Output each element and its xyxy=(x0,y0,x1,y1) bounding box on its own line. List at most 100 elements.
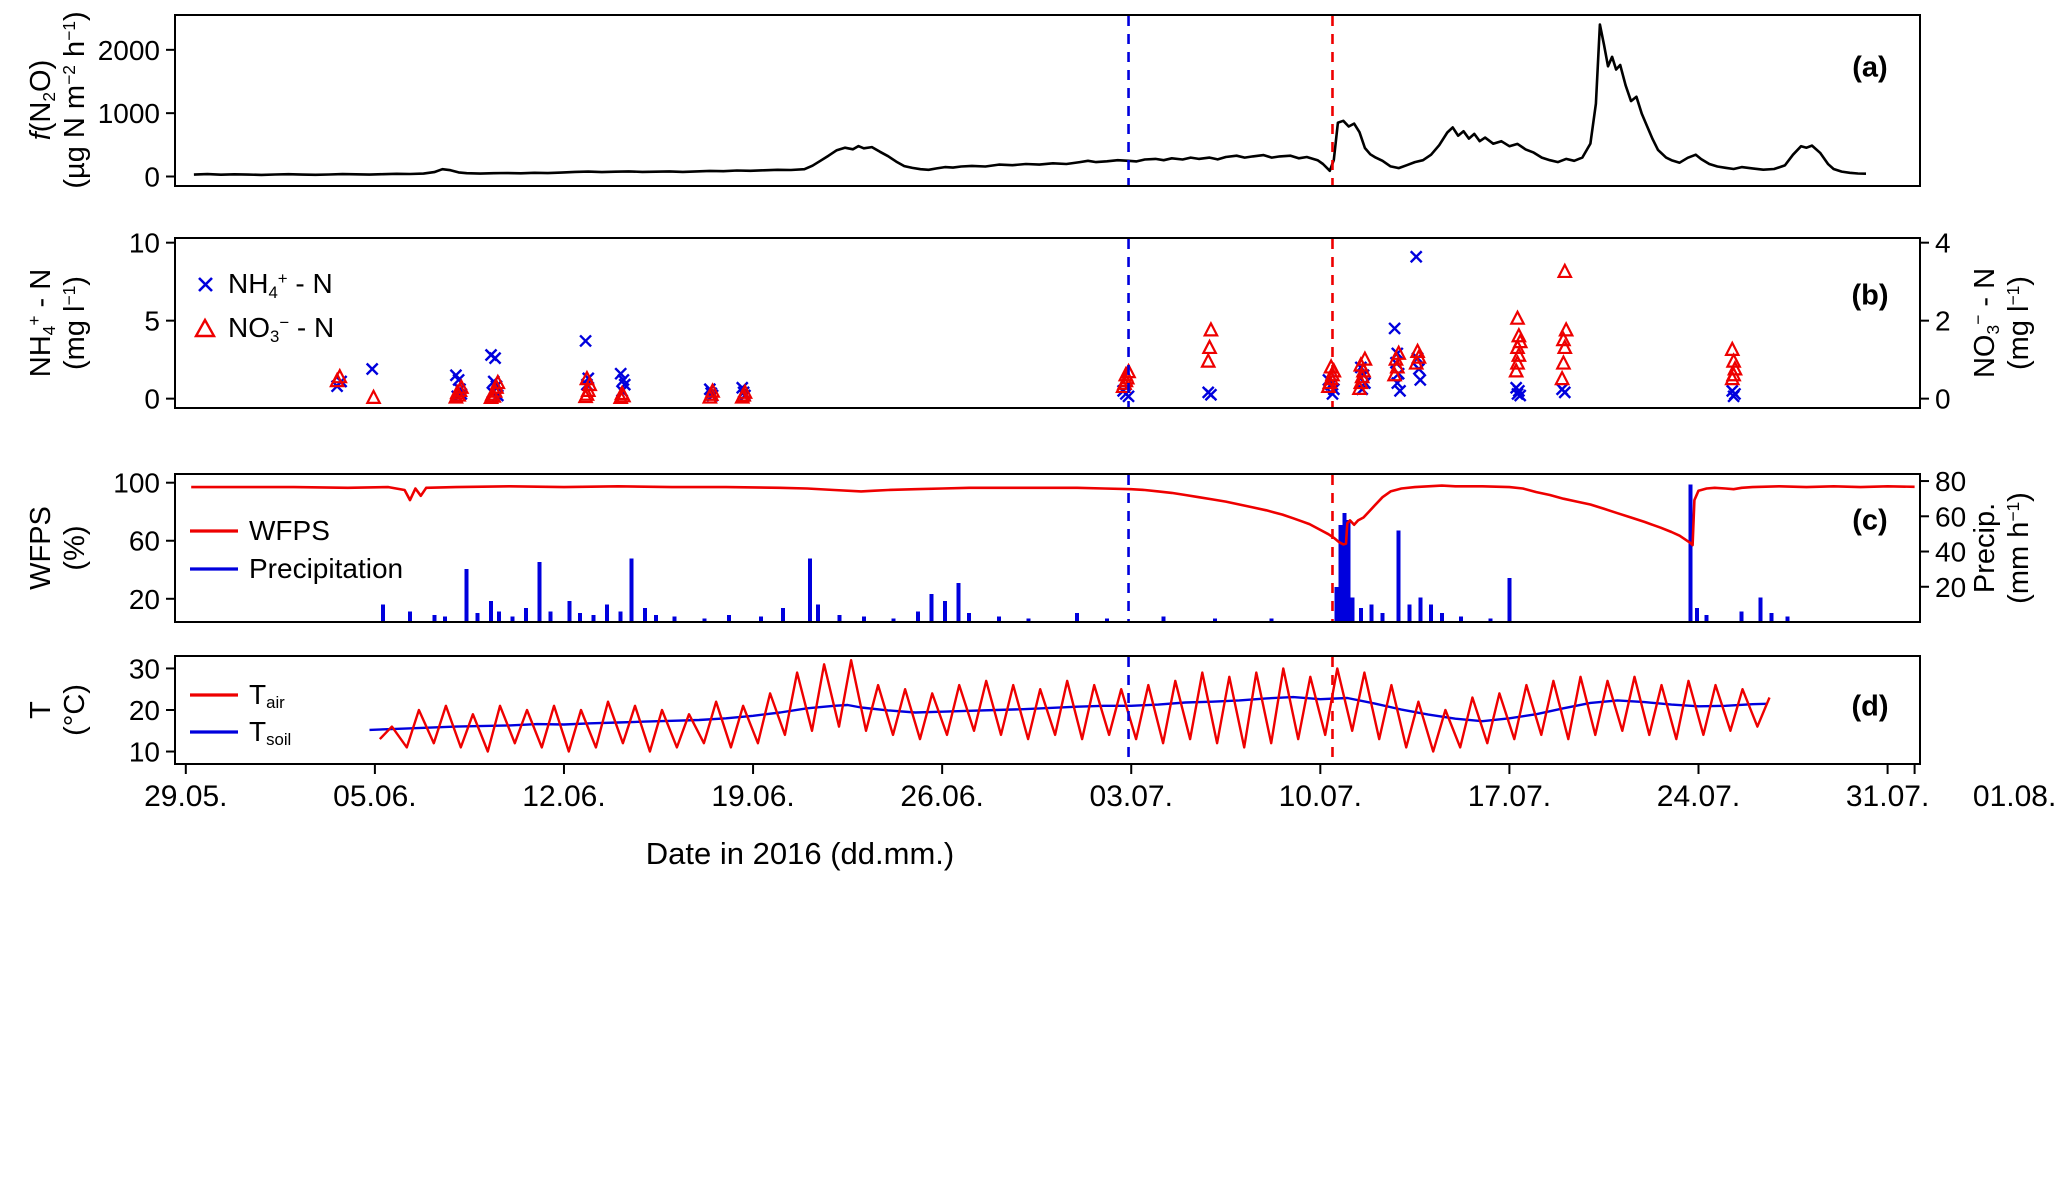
nh4-x-marker xyxy=(1393,384,1407,398)
precip-bar xyxy=(672,616,677,622)
panel-b-ytick-label-right: 4 xyxy=(1935,228,1951,259)
panel-b-ytick-label-right: 0 xyxy=(1935,384,1951,415)
no3-triangle-marker xyxy=(1726,360,1743,376)
no3-triangle-marker xyxy=(489,373,506,390)
nh4-x-marker xyxy=(1558,386,1572,399)
precip-bar xyxy=(643,607,648,622)
no3-triangle-marker xyxy=(1120,362,1137,379)
y-axis-label-n2o-line2: (µg N m−2 h−1) xyxy=(58,11,91,189)
panel-b-ytick-label-right: 2 xyxy=(1935,306,1951,337)
x-tick-label: 24.07. xyxy=(1656,780,1741,813)
no3-triangle-marker xyxy=(365,388,382,404)
no3-triangle-marker xyxy=(1201,338,1218,355)
precip-bar xyxy=(1369,604,1374,622)
x-tick-label: 12.06. xyxy=(522,780,606,813)
precip-bar xyxy=(1407,604,1412,622)
x-axis-title: Date in 2016 (dd.mm.) xyxy=(645,836,955,871)
precip-bar xyxy=(1488,618,1493,622)
no3-triangle-marker xyxy=(1724,340,1741,357)
panel-b-ytick-label-left: 10 xyxy=(129,228,160,259)
panel-c-ytick-label-right: 80 xyxy=(1935,466,1966,497)
panel-letter-a: (a) xyxy=(1852,51,1888,84)
precip-bar xyxy=(1026,618,1031,622)
precip-bar xyxy=(1104,618,1109,622)
no3-triangle-marker xyxy=(1356,350,1373,366)
x-tick-label: 10.07. xyxy=(1278,780,1363,813)
precip-bar xyxy=(497,611,502,622)
precip-legend-label: Precipitation xyxy=(249,553,404,584)
no3-triangle-marker xyxy=(1390,344,1407,360)
precip-bar xyxy=(780,607,785,622)
precip-bar xyxy=(1161,616,1166,622)
tsoil-legend-item: Tsoil xyxy=(188,713,291,750)
x-tick-label: 05.06. xyxy=(333,780,417,813)
precip-bar xyxy=(653,614,658,622)
precip-bar xyxy=(1758,597,1763,622)
precip-legend-item: Precipitation xyxy=(188,550,403,588)
y-axis-label-no3: NO3− - N (mg l−1) xyxy=(1968,268,2036,378)
panel-a-ytick-label: 1000 xyxy=(98,98,160,129)
y-axis-label-temperature: T (°C) xyxy=(24,684,92,736)
x-axis-tick-labels: 29.05. 05.06. 12.06. 19.06. 26.06. 03.07. 10.0… xyxy=(0,780,2067,820)
panel-b-ytick-label-left: 5 xyxy=(144,306,160,337)
wfps-legend-marker-icon xyxy=(190,529,238,533)
precip-bar xyxy=(489,600,494,622)
precip-bar xyxy=(432,614,437,622)
precip-bar xyxy=(1380,613,1385,622)
wfps-line xyxy=(191,484,1915,547)
precip-bar xyxy=(537,562,542,622)
n2o-flux-line xyxy=(193,23,1867,177)
precip-bar xyxy=(996,616,1001,622)
panel-a-frame xyxy=(174,14,1921,187)
precip-bar xyxy=(567,600,572,622)
no3-triangle-marker xyxy=(1554,369,1571,386)
panel-a-ytick-label: 2000 xyxy=(98,35,160,66)
no3-triangle-marker xyxy=(1509,354,1526,370)
no3-triangle-marker xyxy=(578,369,595,386)
precip-bar xyxy=(915,611,920,622)
panel-letter-d: (d) xyxy=(1851,690,1889,723)
precip-bar xyxy=(1458,616,1463,622)
tair-legend-marker-icon xyxy=(190,692,238,697)
panel-c-ytick-label-left: 100 xyxy=(113,468,160,499)
precip-bar xyxy=(464,569,469,622)
precip-bar xyxy=(1785,616,1790,622)
no3-triangle-marker xyxy=(1510,346,1527,362)
y-axis-label-wfps-line1: WFPS xyxy=(24,506,57,590)
panel-b-ytick-label-left: 0 xyxy=(144,384,160,415)
no3-triangle-marker xyxy=(1202,321,1219,337)
no3-triangle-marker xyxy=(736,383,753,399)
no3-triangle-marker xyxy=(1509,309,1526,325)
tsoil-legend-marker-icon xyxy=(190,729,238,734)
y-axis-label-no3-line1: NO3− - N xyxy=(1968,267,2003,379)
precip-bar xyxy=(726,614,731,622)
precip-bar xyxy=(1212,618,1217,622)
x-tick-label: 01.08. xyxy=(1972,780,2057,813)
nh4-x-marker xyxy=(579,334,592,348)
tair-legend-item: Tair xyxy=(188,676,291,713)
nh4-x-marker xyxy=(488,351,502,365)
x-tick-label: 03.07. xyxy=(1089,780,1173,813)
precip-bar xyxy=(1688,484,1693,622)
no3-triangle-marker xyxy=(1556,262,1573,279)
panel-d-legend: Tair Tsoil xyxy=(188,676,291,750)
no3-triangle-marker xyxy=(1200,352,1217,368)
panel-c-ytick-label-right: 20 xyxy=(1935,572,1966,603)
no3-triangle-marker xyxy=(1555,330,1572,347)
precip-bar xyxy=(629,558,634,622)
nh4-x-marker xyxy=(1326,387,1339,401)
y-axis-label-n2o-flux: f(N2O) (µg N m−2 h−1) xyxy=(24,11,92,188)
no3-legend-label: NO3− - N xyxy=(228,312,335,346)
y-axis-label-temperature-line1: T xyxy=(24,701,57,719)
precip-bar xyxy=(1075,613,1080,622)
panel-letter-c: (c) xyxy=(1852,504,1888,537)
precip-bar xyxy=(967,613,972,622)
no3-triangle-marker xyxy=(331,367,348,384)
panel-c-legend: WFPS Precipitation xyxy=(188,512,403,588)
precip-bar xyxy=(1334,586,1339,622)
wfps-legend-item: WFPS xyxy=(188,512,403,550)
nh4-x-marker xyxy=(1388,322,1401,335)
precip-bar xyxy=(1342,512,1347,622)
no3-triangle-marker xyxy=(1386,365,1403,382)
